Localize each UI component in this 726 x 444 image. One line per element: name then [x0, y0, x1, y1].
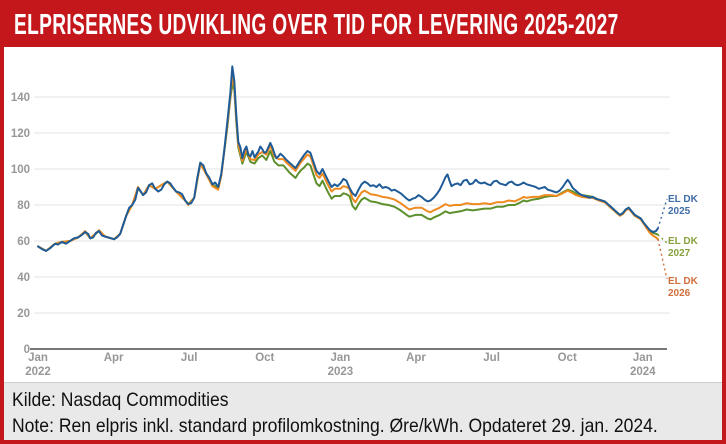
title-banner: ELPRISERNES UDVIKLING OVER TID FOR LEVER…: [4, 4, 722, 47]
ytick-label-60: 60: [17, 236, 30, 248]
xtick-label-Apr: Apr: [406, 352, 426, 364]
series-label-el-dk-2026[interactable]: EL DK 2026: [668, 276, 698, 299]
ytick-label-20: 20: [17, 308, 30, 320]
series-label-el-dk-2025[interactable]: EL DK 2025: [668, 194, 698, 217]
xtick-label-Jul: Jul: [181, 352, 198, 364]
leader-line-el-dk-2027: [657, 234, 668, 244]
source-text: Kilde: Nasdaq Commodities: [12, 389, 229, 411]
footer-bar: Kilde: Nasdaq Commodities Note: Ren elpr…: [4, 382, 722, 440]
xtick-label-Apr: Apr: [104, 352, 124, 364]
price-chart: 0 20 40 60 80 100 120 140 Jan 2022 Apr Jul Oct Jan 202…: [4, 47, 722, 382]
ytick-label-80: 80: [17, 200, 30, 212]
series-line-el-dk-2027[interactable]: [37, 83, 659, 252]
ytick-label-140: 140: [11, 92, 30, 104]
xtick-label-Jan2022: Jan: [28, 352, 48, 364]
ytick-label-0: 0: [24, 344, 30, 356]
xtick-label-Oct: Oct: [255, 352, 274, 364]
series-label-el-dk-2027[interactable]: EL DK 2027: [668, 236, 698, 259]
xtick-label-Jan2023: Jan: [330, 352, 350, 364]
note-text: Note: Ren elpris inkl. standard profilom…: [12, 415, 658, 437]
series-line-el-dk-2025[interactable]: [37, 65, 659, 252]
ytick-label-120: 120: [11, 128, 30, 140]
xtick-year-2024: 2024: [630, 366, 656, 378]
page-title: ELPRISERNES UDVIKLING OVER TID FOR LEVER…: [14, 9, 619, 41]
chart-canvas: 0 20 40 60 80 100 120 140 Jan 2022 Apr Jul Oct Jan 202…: [11, 65, 670, 378]
xtick-label-Jul: Jul: [483, 352, 500, 364]
xtick-label-Oct: Oct: [558, 352, 577, 364]
xtick-label-Jan2024: Jan: [633, 352, 653, 364]
xtick-year-2023: 2023: [328, 366, 354, 378]
xtick-year-2022: 2022: [25, 366, 51, 378]
ytick-label-40: 40: [17, 272, 30, 284]
leader-line-el-dk-2025: [657, 198, 668, 229]
series-line-el-dk-2026[interactable]: [37, 76, 659, 252]
ytick-label-100: 100: [11, 164, 30, 176]
leader-line-el-dk-2026: [657, 239, 668, 280]
